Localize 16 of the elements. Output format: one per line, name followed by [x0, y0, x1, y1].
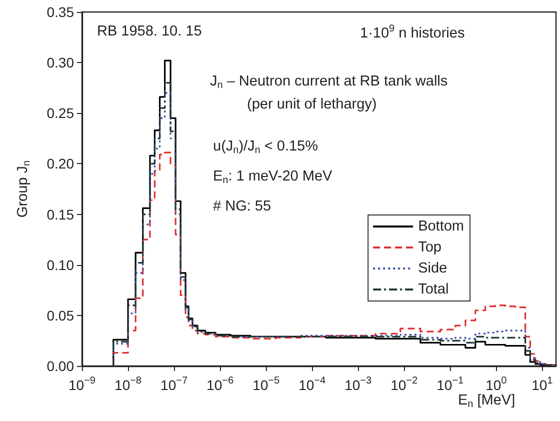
annotation: (per unit of lethargy)	[247, 96, 377, 112]
y-tick-label: 0.10	[46, 256, 74, 273]
y-tick-label: 0.20	[46, 156, 74, 172]
annotation: RB 1958. 10. 15	[97, 24, 202, 40]
legend-label: Top	[418, 240, 442, 256]
y-tick-label: 0.30	[46, 54, 74, 71]
annotation: # NG: 55	[213, 198, 272, 214]
y-axis-title: Group Jn	[15, 160, 32, 218]
legend-label: Total	[418, 282, 449, 298]
legend-label: Bottom	[418, 218, 464, 234]
legend-label: Side	[418, 260, 448, 276]
y-tick-label: 0.00	[46, 358, 74, 374]
y-tick-label: 0.25	[46, 105, 74, 122]
y-tick-label: 0.35	[46, 4, 74, 20]
y-tick-label: 0.15	[46, 206, 74, 222]
y-tick-label: 0.05	[46, 307, 74, 324]
